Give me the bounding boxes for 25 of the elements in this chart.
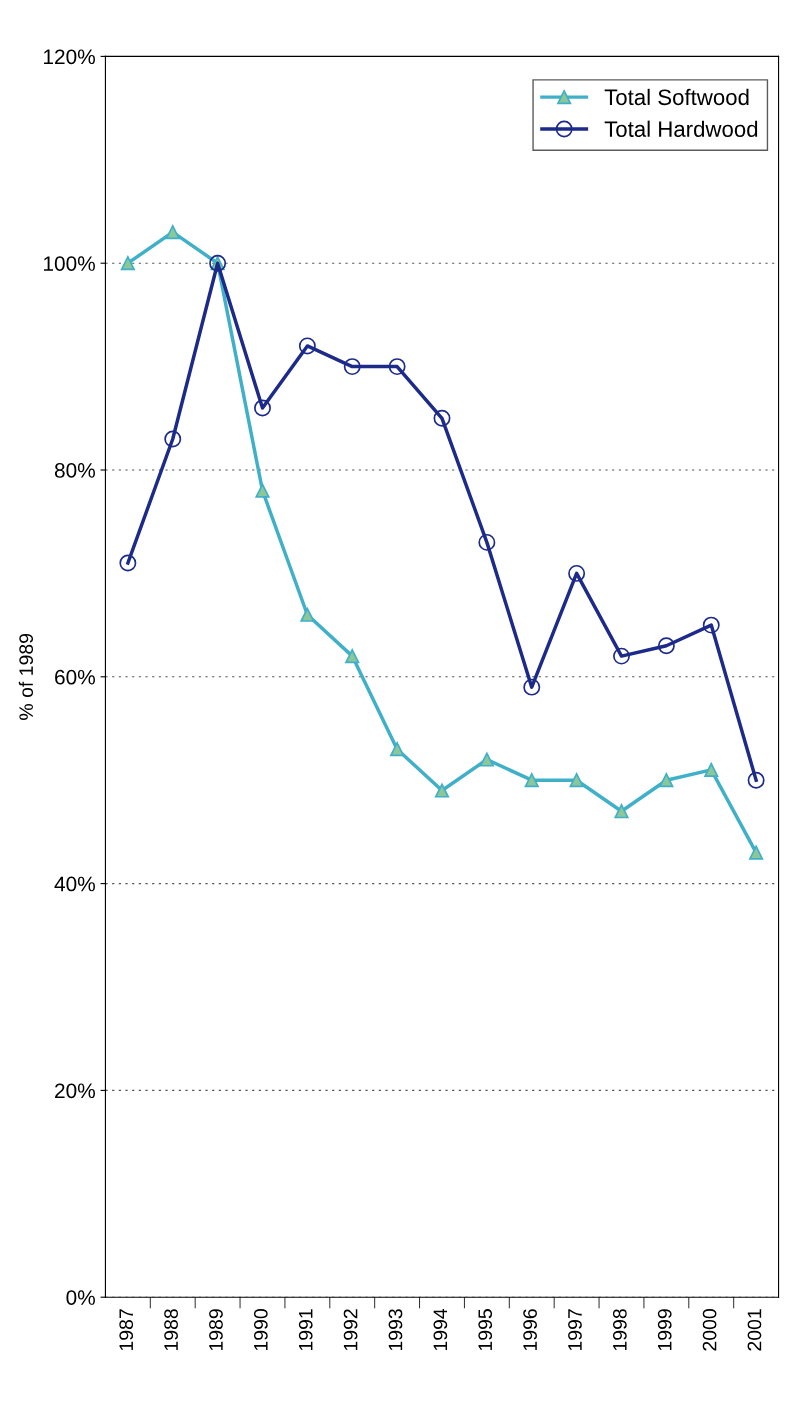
x-tick-label: 1995 — [478, 1309, 493, 1351]
legend-label: Total Softwood — [604, 88, 749, 106]
y-tick-label: 120% — [44, 49, 95, 65]
x-tick-label: 1990 — [253, 1309, 268, 1351]
y-tick-label: 0% — [66, 1290, 95, 1305]
x-tick-label: 1987 — [119, 1309, 134, 1351]
y-tick-label: 80% — [54, 463, 95, 478]
y-tick-label: 40% — [54, 876, 95, 892]
x-tick-label: 2001 — [747, 1309, 762, 1351]
x-tick-label: 1992 — [343, 1309, 358, 1351]
y-tick-label: 20% — [55, 1083, 95, 1099]
y-tick-label: 60% — [55, 669, 95, 685]
x-tick-label: 1991 — [298, 1309, 313, 1351]
x-tick-label: 1997 — [568, 1309, 582, 1351]
x-tick-label: 1996 — [523, 1309, 537, 1351]
x-tick-label: 1999 — [657, 1309, 672, 1351]
y-axis-title: % of 1989 — [18, 633, 34, 720]
x-tick-label: 1994 — [433, 1308, 448, 1351]
x-tick-label: 1988 — [164, 1309, 178, 1351]
x-tick-label: 1993 — [388, 1309, 403, 1351]
x-tick-label: 2000 — [702, 1309, 717, 1351]
x-tick-label: 1998 — [612, 1309, 627, 1351]
x-tick-label: 1989 — [209, 1309, 223, 1351]
y-tick-label: 100% — [44, 256, 95, 271]
legend-label: Total Hardwood — [604, 120, 758, 137]
